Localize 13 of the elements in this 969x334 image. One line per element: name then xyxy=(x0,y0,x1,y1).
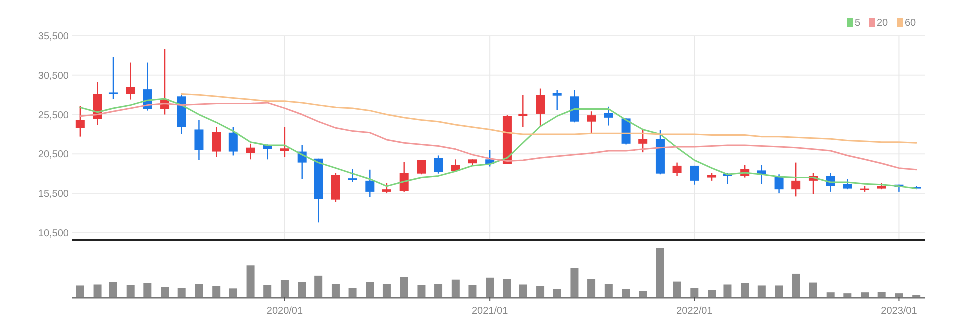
legend-label: 5 xyxy=(855,18,861,29)
x-tick-label: 2022/01 xyxy=(676,306,714,317)
y-tick-label: 35,500 xyxy=(38,32,70,42)
x-tick-label: 2023/01 xyxy=(881,306,918,317)
legend-label: 60 xyxy=(905,18,917,29)
y-tick-label: 25,500 xyxy=(38,110,70,122)
y-tick-label: 10,500 xyxy=(38,228,70,240)
legend-label: 20 xyxy=(877,18,889,29)
x-tick-label: 2020/01 xyxy=(266,306,304,317)
y-tick-label: 20,500 xyxy=(38,150,70,161)
y-tick-label: 30,500 xyxy=(38,70,70,82)
x-tick-label: 2021/01 xyxy=(472,306,509,317)
y-tick-label: 15,500 xyxy=(38,189,70,200)
